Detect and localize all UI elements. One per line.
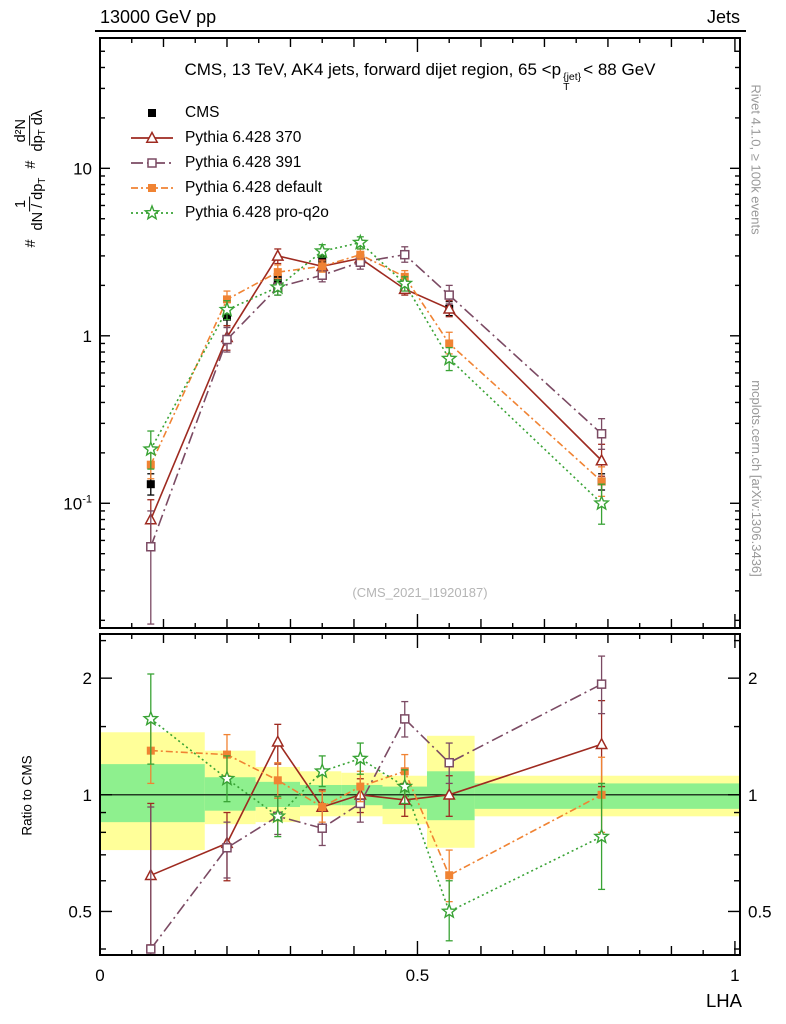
svg-text:1: 1 — [83, 786, 92, 805]
ylabel-fraction-1: 1 dN / dpT — [13, 177, 49, 231]
legend-item-pythia-370: Pythia 6.428 370 — [128, 126, 329, 150]
ratio-y-axis-label: Ratio to CMS — [19, 755, 35, 836]
svg-text:10-1: 10-1 — [63, 493, 92, 513]
analysis-id-watermark: (CMS_2021_I1920187) — [352, 585, 488, 600]
plot-title: CMS, 13 TeV, AK4 jets, forward dijet reg… — [95, 60, 745, 92]
ylabel-fraction-2: d²N dpT dλ — [13, 110, 49, 152]
legend-label: Pythia 6.428 391 — [185, 154, 302, 171]
series-pythia-default — [146, 248, 606, 497]
legend-marker-cms — [148, 109, 156, 117]
svg-text:0: 0 — [95, 966, 104, 985]
main-y-axis-label: # 1 dN / dpT # d²N dpT dλ — [0, 34, 62, 324]
ylabel-hash-1: # — [23, 239, 39, 248]
rivet-version-label: Rivet 4.1.0, ≥ 100k events — [748, 83, 764, 235]
title-superscript: {jet} — [563, 71, 582, 83]
ratio-plot — [100, 655, 740, 956]
legend-label: Pythia 6.428 370 — [185, 129, 302, 146]
legend-item-pythia-pro-q2o: Pythia 6.428 pro-q2o — [128, 201, 329, 225]
legend-label: CMS — [185, 104, 220, 121]
svg-text:1: 1 — [748, 786, 757, 805]
legend-marker-pythia-default — [131, 184, 173, 192]
mcplots-credit-label: mcplots.cern.ch [arXiv:1306.3436] — [748, 379, 764, 577]
svg-text:10: 10 — [73, 159, 92, 178]
x-axis-label: LHA — [706, 990, 742, 1011]
series-pythia-370 — [144, 248, 609, 548]
svg-text:2: 2 — [83, 669, 92, 688]
svg-text:2: 2 — [748, 669, 757, 688]
svg-text:1: 1 — [730, 966, 739, 985]
process-label: Jets — [706, 7, 740, 27]
legend-item-cms: CMS — [128, 101, 329, 125]
legend-marker-pythia-pro-q2o — [131, 204, 173, 221]
svg-text:1: 1 — [83, 327, 92, 346]
svg-text:0.5: 0.5 — [406, 966, 430, 985]
title-pt-supsub: {jet} T — [563, 71, 582, 93]
svg-text:0.5: 0.5 — [748, 902, 772, 921]
beam-energy-label: 13000 GeV pp — [100, 7, 217, 27]
series-pythia-pro-q2o — [142, 233, 611, 525]
svg-text:0.5: 0.5 — [68, 902, 92, 921]
title-text: CMS, 13 TeV, AK4 jets, forward dijet reg… — [184, 60, 562, 79]
legend-item-pythia-default: Pythia 6.428 default — [128, 176, 329, 200]
series-pythia-391 — [146, 246, 607, 625]
title-text-end: < 88 GeV — [583, 60, 656, 79]
legend-marker-pythia-370 — [131, 130, 173, 143]
main-plot — [142, 233, 611, 625]
series-pythia-pro-q2o — [142, 673, 611, 942]
legend: CMS Pythia 6.428 370 Pythia 6.428 391 Pythi… — [128, 101, 329, 225]
legend-label: Pythia 6.428 default — [185, 179, 323, 196]
header-rule — [95, 30, 746, 32]
legend-item-pythia-391: Pythia 6.428 391 — [128, 151, 329, 175]
ylabel-hash-2: # — [23, 160, 39, 169]
title-subscript: T — [563, 81, 570, 93]
legend-label: Pythia 6.428 pro-q2o — [185, 204, 329, 221]
legend-marker-pythia-391 — [131, 158, 173, 168]
